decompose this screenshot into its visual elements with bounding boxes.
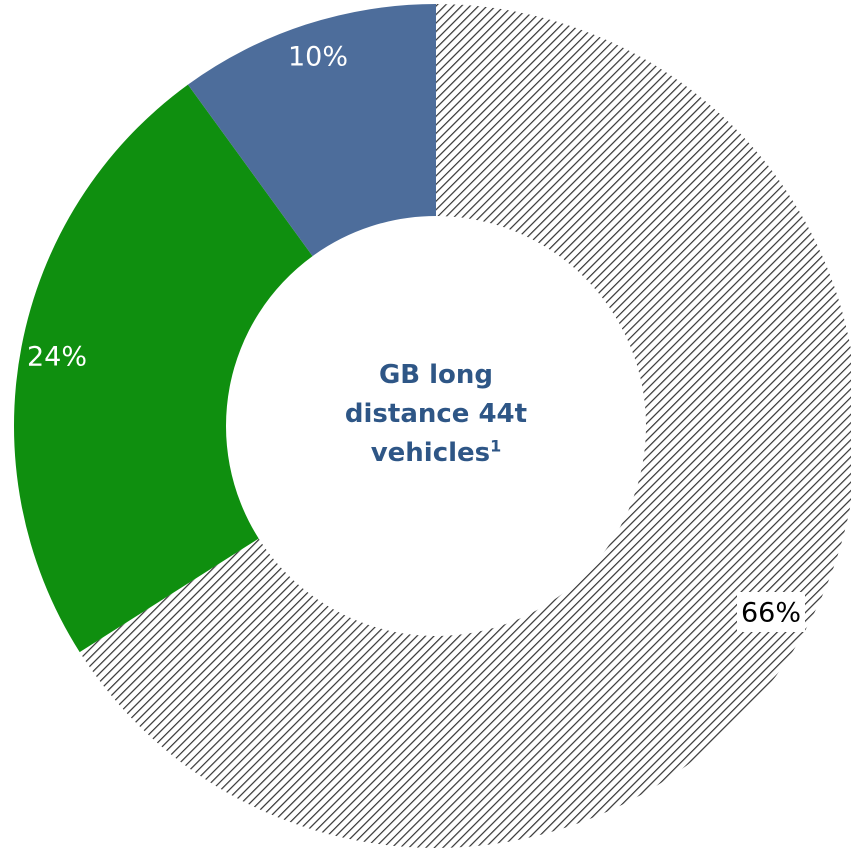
slice-66-percent: [79, 4, 851, 848]
center-title: GB long distance 44t vehicles1: [286, 356, 586, 473]
slice-24-percent: [13, 84, 313, 653]
footnote-marker: 1: [490, 436, 502, 456]
slice-10-percent: [187, 4, 436, 257]
slice-label-66-percent: 66%: [741, 598, 801, 629]
slice-label-10-percent: 10%: [288, 42, 348, 73]
center-title-line-3-text: vehicles: [370, 438, 491, 468]
slice-label-24-percent: 24%: [27, 342, 87, 373]
center-title-line-2: distance 44t: [344, 399, 528, 429]
center-title-line-3: vehicles1: [286, 434, 586, 473]
donut-slices: [13, 4, 851, 848]
slice-label-background: [737, 592, 805, 632]
slice-labels: 66% 24% 10%: [27, 42, 805, 632]
center-title-line-1: GB long: [378, 360, 494, 390]
